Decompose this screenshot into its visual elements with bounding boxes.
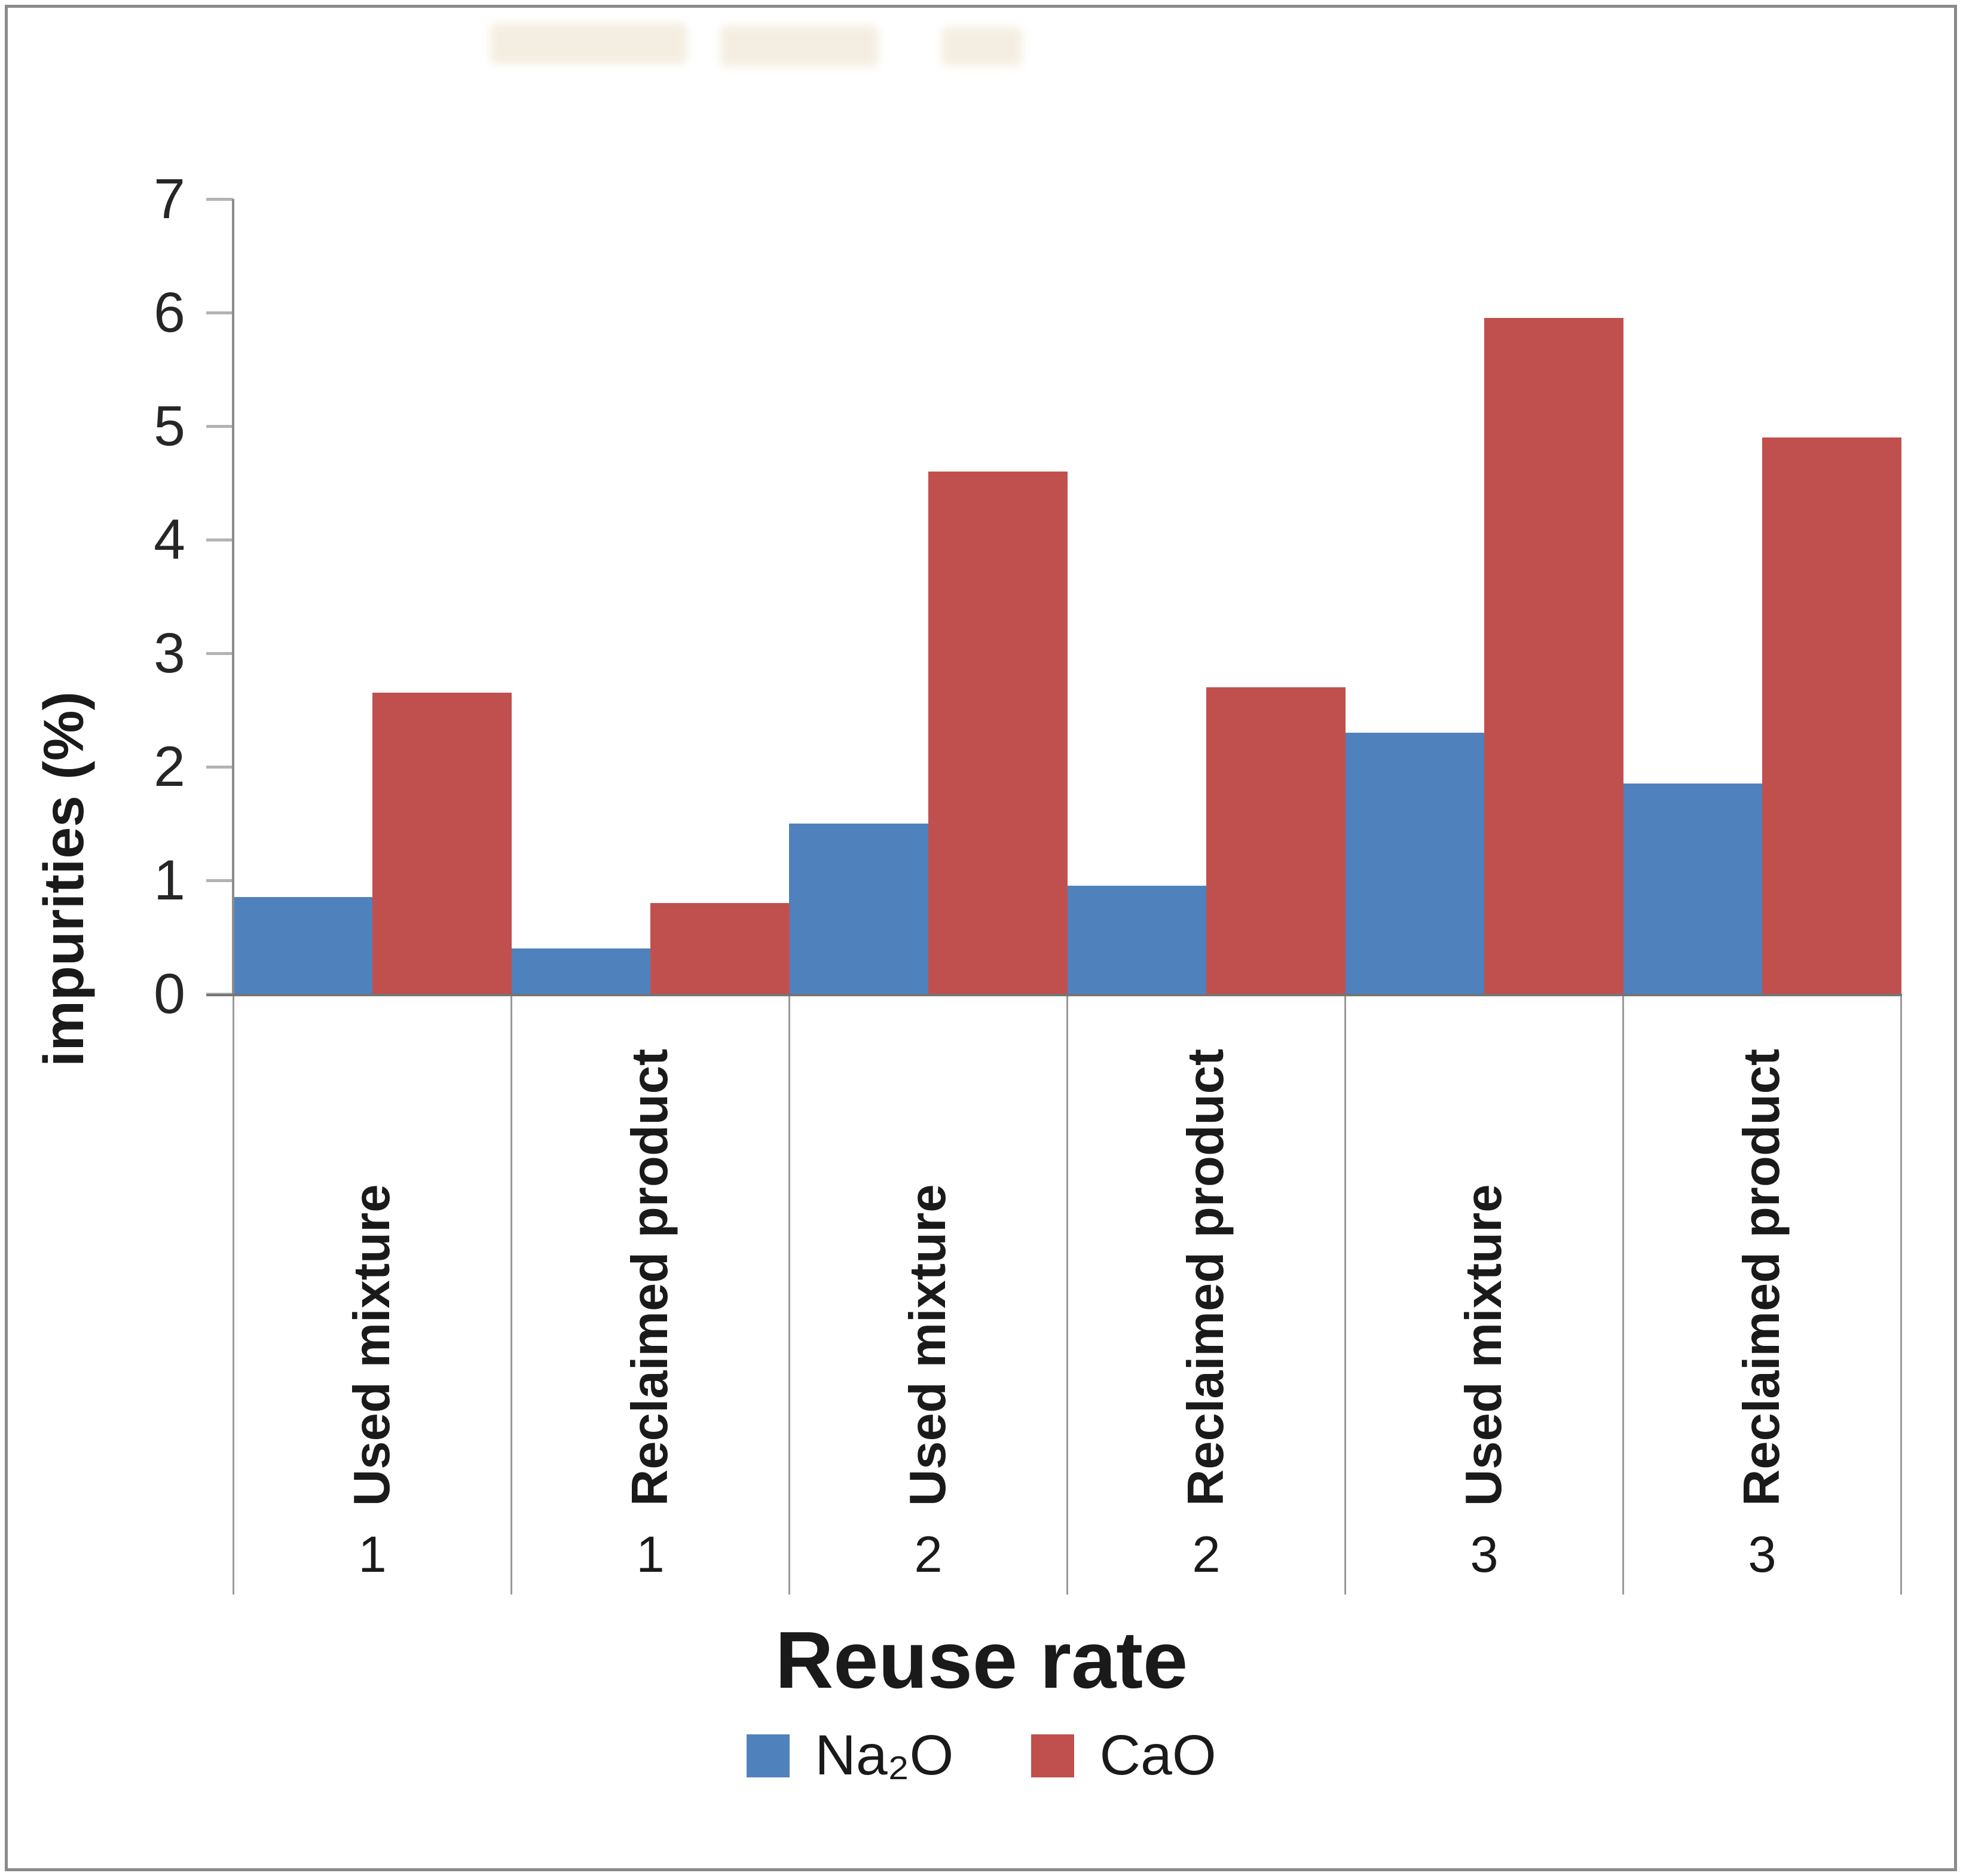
group-number-label: 1 <box>358 1526 387 1583</box>
y-tick-label: 4 <box>154 508 185 571</box>
category-separator <box>788 994 790 1595</box>
group-number-label: 3 <box>1470 1526 1499 1583</box>
bar-cao-cat5 <box>1484 318 1623 994</box>
bar-cao-cat3 <box>928 472 1068 994</box>
bar-cao-cat6 <box>1762 437 1901 994</box>
y-tick-mark <box>206 652 233 655</box>
y-tick-mark <box>206 311 233 314</box>
y-tick-label: 0 <box>154 962 185 1026</box>
x-axis-line <box>206 994 1902 996</box>
na2o-swatch-icon <box>747 1734 790 1777</box>
category-separator <box>1622 994 1624 1595</box>
category-separator <box>233 994 234 1595</box>
group-number-label: 2 <box>1192 1526 1221 1583</box>
category-label: Reclaimed product <box>622 1048 678 1506</box>
erased-title-artifact <box>490 23 687 65</box>
category-separator <box>1900 994 1902 1595</box>
bar-na2o-cat4 <box>1067 886 1206 994</box>
category-label: Reclaimed product <box>1733 1048 1790 1506</box>
bar-cao-cat2 <box>650 903 790 994</box>
bar-na2o-cat2 <box>511 948 650 994</box>
legend-label-na2o: Na₂O <box>815 1724 954 1787</box>
figure-border <box>5 5 1957 1871</box>
bar-na2o-cat3 <box>789 824 928 994</box>
y-axis-title: impurities (%) <box>32 691 96 1067</box>
legend-item-na2o: Na₂O <box>747 1727 953 1784</box>
bar-na2o-cat5 <box>1345 733 1484 994</box>
y-tick-label: 1 <box>154 849 185 912</box>
y-tick-label: 5 <box>154 394 185 458</box>
legend: Na₂O CaO <box>0 1727 1963 1784</box>
category-label: Used mixture <box>900 1184 956 1506</box>
legend-label-cao: CaO <box>1099 1724 1216 1787</box>
erased-title-artifact <box>720 25 879 67</box>
y-axis-line <box>232 199 234 996</box>
category-label: Used mixture <box>344 1184 400 1506</box>
category-separator <box>1344 994 1346 1595</box>
y-tick-label: 6 <box>154 281 185 344</box>
y-tick-mark <box>206 766 233 769</box>
bar-cao-cat4 <box>1206 687 1346 994</box>
y-tick-mark <box>206 425 233 428</box>
y-tick-mark <box>206 879 233 882</box>
y-tick-label: 2 <box>154 735 185 798</box>
bar-na2o-cat6 <box>1623 784 1762 994</box>
y-tick-mark <box>206 538 233 541</box>
y-tick-label: 3 <box>154 622 185 685</box>
bar-cao-cat1 <box>372 693 512 994</box>
legend-item-cao: CaO <box>1031 1727 1216 1784</box>
x-axis-title: Reuse rate <box>775 1615 1188 1705</box>
category-separator <box>510 994 512 1595</box>
y-tick-mark <box>206 198 233 201</box>
group-number-label: 3 <box>1748 1526 1777 1583</box>
bar-na2o-cat1 <box>233 897 372 994</box>
group-number-label: 1 <box>636 1526 665 1583</box>
category-separator <box>1066 994 1068 1595</box>
y-tick-label: 7 <box>154 167 185 231</box>
category-label: Reclaimed product <box>1178 1048 1234 1506</box>
cao-swatch-icon <box>1031 1734 1075 1777</box>
group-number-label: 2 <box>914 1526 943 1583</box>
category-label: Used mixture <box>1456 1184 1512 1506</box>
erased-title-artifact <box>941 27 1022 66</box>
